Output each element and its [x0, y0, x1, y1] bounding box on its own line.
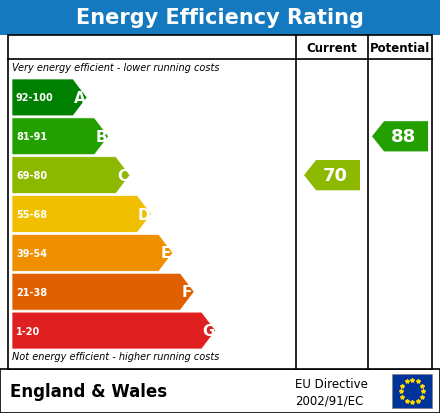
Bar	[0, 0, 440, 36]
Text: 1-20: 1-20	[16, 326, 40, 336]
Bar	[392, 374, 432, 408]
Text: 55-68: 55-68	[16, 209, 47, 219]
Text: England & Wales: England & Wales	[10, 382, 167, 400]
Polygon shape	[12, 119, 109, 155]
Text: Not energy efficient - higher running costs: Not energy efficient - higher running co…	[12, 351, 220, 361]
Polygon shape	[12, 196, 151, 233]
Text: G: G	[202, 323, 215, 338]
Text: 21-38: 21-38	[16, 287, 47, 297]
Text: F: F	[182, 285, 192, 299]
Text: Potential: Potential	[370, 41, 430, 55]
Text: Current: Current	[307, 41, 357, 55]
Polygon shape	[372, 122, 428, 152]
Text: A: A	[74, 91, 86, 106]
Text: 88: 88	[390, 128, 416, 146]
Text: Energy Efficiency Rating: Energy Efficiency Rating	[76, 8, 364, 28]
Text: 2002/91/EC: 2002/91/EC	[295, 393, 363, 406]
Text: 39-54: 39-54	[16, 248, 47, 258]
Text: C: C	[117, 168, 128, 183]
Polygon shape	[12, 157, 130, 194]
Bar	[8, 36, 432, 369]
Bar	[0, 369, 440, 413]
Polygon shape	[12, 274, 194, 311]
Text: EU Directive: EU Directive	[295, 377, 368, 389]
Text: B: B	[95, 129, 107, 145]
Text: Very energy efficient - lower running costs: Very energy efficient - lower running co…	[12, 63, 220, 73]
Polygon shape	[12, 235, 173, 272]
Text: 69-80: 69-80	[16, 171, 47, 181]
Polygon shape	[12, 312, 216, 349]
Text: D: D	[138, 207, 150, 222]
Text: E: E	[161, 246, 171, 261]
Polygon shape	[304, 161, 360, 191]
Text: 70: 70	[323, 167, 348, 185]
Text: 81-91: 81-91	[16, 132, 47, 142]
Polygon shape	[12, 80, 87, 116]
Text: 92-100: 92-100	[16, 93, 54, 103]
